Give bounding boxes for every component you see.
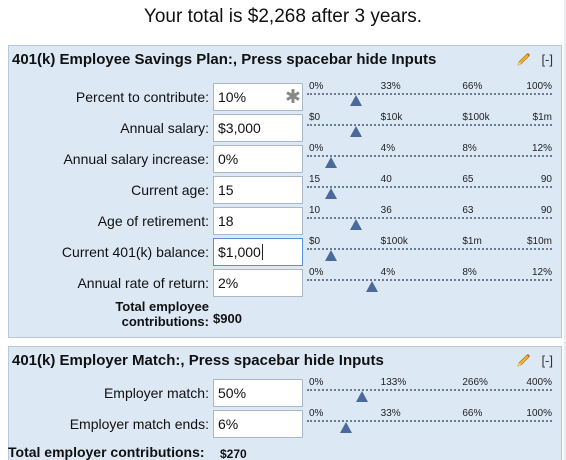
employee-input[interactable] xyxy=(213,269,303,297)
employer-input[interactable] xyxy=(213,379,303,407)
employee-input[interactable] xyxy=(213,207,303,235)
employee-row-label: Age of retirement: xyxy=(97,213,209,229)
employee-slider[interactable]: 0% 4% 8% 12% xyxy=(307,143,552,173)
slider-thumb[interactable] xyxy=(339,422,352,433)
employee-row-label: Current 401(k) balance: xyxy=(61,244,209,260)
employer-input[interactable] xyxy=(213,410,303,438)
slider-thumb[interactable] xyxy=(349,126,362,137)
page-scrollbar-edge xyxy=(564,0,566,460)
slider-track[interactable] xyxy=(307,217,552,219)
employer-panel-header[interactable]: 401(k) Employer Match:, Press spacebar h… xyxy=(9,347,561,375)
slider-tick-label: $1m xyxy=(532,112,552,123)
employer-total-label: Total employer contributions: xyxy=(8,444,205,460)
employee-panel-title: 401(k) Employee Savings Plan:, Press spa… xyxy=(12,51,437,68)
slider-tick-label: 4% xyxy=(380,143,396,154)
employee-slider[interactable]: $0 $10k $100k $1m xyxy=(307,112,552,142)
slider-track[interactable] xyxy=(307,389,552,391)
employee-input[interactable] xyxy=(213,176,303,204)
slider-tick-label: 12% xyxy=(531,267,552,278)
slider-tick-label: 0% xyxy=(309,143,324,154)
slider-thumb[interactable] xyxy=(349,95,362,106)
slider-tick-label: 8% xyxy=(462,143,477,154)
employee-row-label: Current age: xyxy=(131,182,209,198)
employee-input[interactable] xyxy=(213,238,303,266)
slider-tick-label: 4% xyxy=(380,267,396,278)
employee-row-label: Percent to contribute: xyxy=(75,89,209,105)
employer-slider[interactable]: 0% 33% 66% 100% xyxy=(307,408,552,438)
slider-tick-label: $10k xyxy=(380,112,403,123)
employee-slider[interactable]: 0% 4% 8% 12% xyxy=(307,267,552,297)
asterisk-icon[interactable]: ✱ xyxy=(285,87,301,108)
employer-slider[interactable]: 0% 133% 266% 400% xyxy=(307,377,552,407)
slider-track[interactable] xyxy=(307,420,552,422)
employer-panel-title: 401(k) Employer Match:, Press spacebar h… xyxy=(12,352,384,369)
slider-tick-label: 12% xyxy=(531,143,552,154)
slider-track[interactable] xyxy=(307,124,552,126)
slider-tick-label: 90 xyxy=(540,205,552,216)
employee-row-label: Annual rate of return: xyxy=(77,275,209,291)
slider-tick-label: $100k xyxy=(462,112,490,123)
slider-tick-label: $100k xyxy=(380,236,408,247)
employee-panel-header[interactable]: 401(k) Employee Savings Plan:, Press spa… xyxy=(9,46,561,74)
slider-thumb[interactable] xyxy=(325,250,337,261)
employer-collapse-toggle[interactable]: [-] xyxy=(541,353,553,368)
slider-tick-label: 400% xyxy=(526,377,552,388)
slider-thumb[interactable] xyxy=(365,281,378,292)
slider-tick-label: 40 xyxy=(380,174,392,185)
slider-tick-label: $0 xyxy=(309,112,321,123)
slider-tick-label: 8% xyxy=(462,267,477,278)
employee-slider[interactable]: 10 36 63 90 xyxy=(307,205,552,235)
slider-tick-label: 15 xyxy=(309,174,321,185)
text-caret xyxy=(262,244,263,260)
slider-thumb[interactable] xyxy=(325,157,337,168)
slider-tick-label: 0% xyxy=(309,377,324,388)
employee-total-value: $900 xyxy=(213,311,242,326)
employee-slider[interactable]: $0 $100k $1m $10m xyxy=(307,236,552,266)
employer-total-value: $270 xyxy=(220,447,247,460)
employee-savings-panel: 401(k) Employee Savings Plan:, Press spa… xyxy=(8,45,562,338)
slider-tick-label: 0% xyxy=(309,81,324,92)
slider-tick-label: 33% xyxy=(380,81,401,92)
slider-tick-label: 65 xyxy=(462,174,474,185)
slider-tick-label: 36 xyxy=(380,205,392,216)
slider-track[interactable] xyxy=(307,155,552,157)
employee-input[interactable] xyxy=(213,83,303,111)
slider-tick-label: $10m xyxy=(526,236,552,247)
slider-tick-label: 133% xyxy=(380,377,407,388)
slider-tick-label: 10 xyxy=(309,205,321,216)
employee-input[interactable] xyxy=(213,114,303,142)
employer-row-label: Employer match: xyxy=(103,385,209,401)
slider-thumb[interactable] xyxy=(355,391,368,402)
slider-tick-label: 100% xyxy=(526,81,552,92)
pencil-icon[interactable] xyxy=(515,52,531,68)
slider-thumb[interactable] xyxy=(349,219,362,230)
employee-total-label: Total employee contributions: xyxy=(115,299,209,329)
slider-track[interactable] xyxy=(307,186,552,188)
employee-row-label: Annual salary: xyxy=(120,120,209,136)
pencil-icon[interactable] xyxy=(515,353,531,369)
slider-tick-label: 33% xyxy=(380,408,401,419)
slider-tick-label: 0% xyxy=(309,408,324,419)
employee-slider[interactable]: 15 40 65 90 xyxy=(307,174,552,204)
employer-match-panel: 401(k) Employer Match:, Press spacebar h… xyxy=(8,346,562,460)
slider-thumb[interactable] xyxy=(325,188,337,199)
slider-tick-label: $1m xyxy=(462,236,482,247)
slider-tick-label: 266% xyxy=(462,377,488,388)
slider-tick-label: 0% xyxy=(309,267,324,278)
summary-total-text: Your total is $2,268 after 3 years. xyxy=(143,6,423,27)
slider-tick-label: 90 xyxy=(540,174,552,185)
slider-tick-label: 100% xyxy=(526,408,552,419)
slider-tick-label: $0 xyxy=(309,236,321,247)
employee-slider[interactable]: 0% 33% 66% 100% xyxy=(307,81,552,111)
slider-tick-label: 66% xyxy=(462,408,483,419)
slider-tick-label: 63 xyxy=(462,205,474,216)
employee-collapse-toggle[interactable]: [-] xyxy=(541,52,553,67)
employee-input[interactable] xyxy=(213,145,303,173)
employer-row-label: Employer match ends: xyxy=(69,416,209,432)
slider-track[interactable] xyxy=(307,279,552,281)
employee-row-label: Annual salary increase: xyxy=(63,151,209,167)
slider-tick-label: 66% xyxy=(462,81,483,92)
slider-track[interactable] xyxy=(307,93,552,95)
slider-track[interactable] xyxy=(307,248,552,250)
